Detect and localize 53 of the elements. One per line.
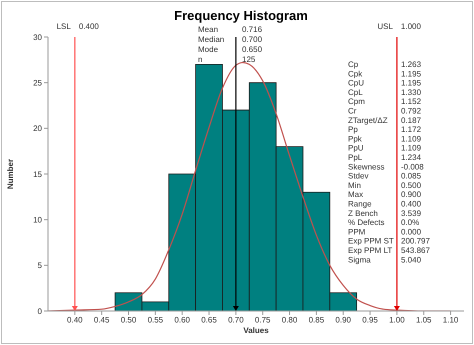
text: PpL 1.234 <box>348 153 422 162</box>
x-tick-label: 0.65 <box>201 316 218 325</box>
x-tick-label: 0.75 <box>254 316 272 325</box>
x-tick-label: 0.80 <box>282 316 298 325</box>
y-tick-label: 15 <box>33 170 43 179</box>
text: Cr 0.792 <box>348 106 422 116</box>
y-tick-label: 10 <box>33 216 43 225</box>
text: Pp 1.172 <box>348 125 422 134</box>
x-tick-label: 0.40 <box>67 316 84 325</box>
text: PpU 1.109 <box>348 144 422 153</box>
text: % Defects 0.0% <box>348 218 420 228</box>
text: n 125 <box>198 55 256 64</box>
x-tick-label: 1.00 <box>389 316 406 325</box>
x-tick-label: 0.60 <box>174 316 191 325</box>
text: Mode 0.650 <box>198 45 262 54</box>
x-tick-label: 0.90 <box>335 316 352 325</box>
text: Range 0.400 <box>348 200 422 208</box>
text: Median 0.700 <box>198 35 262 44</box>
text: Cp 1.263 <box>348 60 422 69</box>
text: Stdev 0.085 <box>348 172 422 181</box>
text: Cpk 1.195 <box>348 69 422 78</box>
y-tick-label: 5 <box>38 261 43 270</box>
annotation: Exp PPM LT 543.867 <box>348 246 430 255</box>
text: Mean 0.716 <box>198 25 262 34</box>
text: PPM 0.000 <box>348 227 422 236</box>
x-tick-label: 1.05 <box>416 316 432 325</box>
x-tick-label: 0.55 <box>148 316 164 325</box>
x-tick-label: 0.45 <box>94 316 110 325</box>
text: Sigma 5.040 <box>348 255 422 264</box>
annotation: Exp PPM ST 200.797 <box>348 236 430 246</box>
text: Z Bench 3.539 <box>348 208 422 218</box>
x-tick-label: 0.95 <box>362 316 378 325</box>
text: Max 0.900 <box>348 190 422 200</box>
ref-line-label: LSL 0.400 <box>56 22 100 31</box>
x-tick-label: 0.70 <box>228 316 244 325</box>
text: Ppk 1.109 <box>348 134 422 144</box>
y-tick-label: 30 <box>33 32 43 42</box>
text: Min 0.500 <box>348 180 422 190</box>
x-tick-label: 0.50 <box>120 316 137 325</box>
y-axis-title: Number <box>6 158 15 190</box>
x-tick-label: 0.85 <box>308 316 325 325</box>
y-tick-label: 25 <box>33 78 43 88</box>
x-axis-title: Values <box>243 326 270 335</box>
text: ZTarget/ΔZ 0.187 <box>348 116 422 125</box>
text: Skewness -0.008 <box>348 162 424 172</box>
y-tick-label: 20 <box>33 124 43 134</box>
text: CpL 1.330 <box>348 88 422 97</box>
chart-title: Frequency Histogram <box>174 8 308 23</box>
text: Cpm 1.152 <box>348 97 422 106</box>
x-tick-label: 1.10 <box>442 316 459 325</box>
ref-line-label: USL 1.000 <box>377 22 422 31</box>
y-tick-label: 0 <box>38 306 43 316</box>
text: CpU 1.195 <box>348 78 422 88</box>
